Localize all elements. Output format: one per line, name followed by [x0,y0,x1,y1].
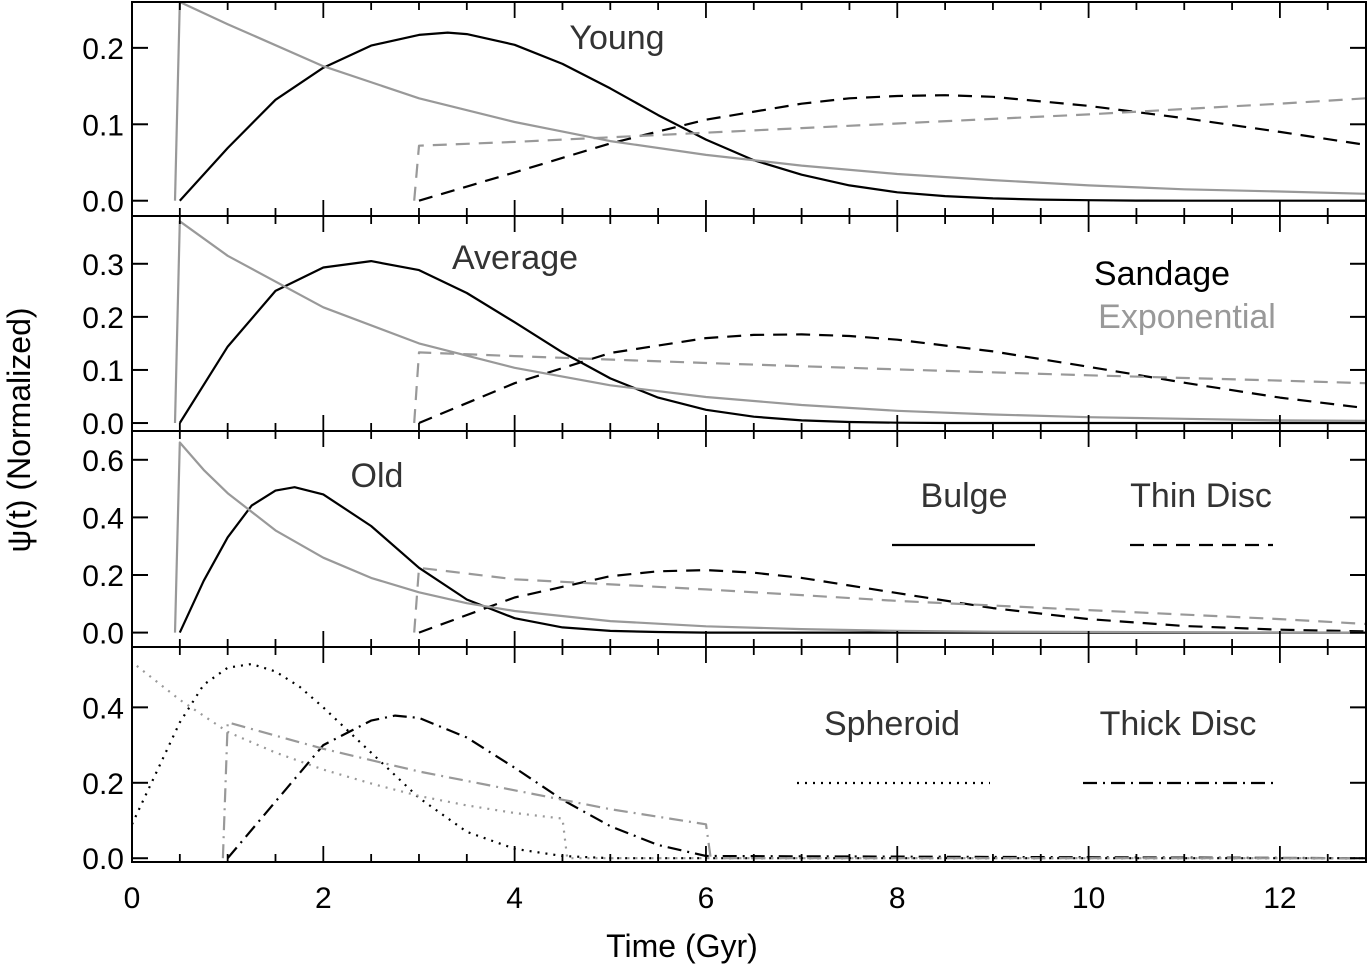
panel-4: 0.0 0.2 0.4 [82,646,1367,876]
series-line-bulge-sandage [178,260,1366,425]
series-line-spheroid-sandage [132,662,1366,860]
y-tick-label: 0.3 [82,249,124,282]
x-tick-label: 8 [889,882,906,915]
y-tick-label: 0.2 [82,33,124,66]
x-tick-label: 10 [1072,882,1105,915]
y-tick-label: 0.2 [82,302,124,335]
series-line-thin-disc-exponential [413,566,1366,633]
legend-sandage: Sandage [1094,255,1230,293]
x-tick-label: 2 [315,882,332,915]
series-line-thin-disc-sandage [418,94,1366,202]
y-tick-label: 0.4 [82,502,124,535]
panel-4-series [132,662,1366,860]
series-line-spheroid-exponential [136,665,1366,860]
legend-thick-disc-label: Thick Disc [1100,705,1257,743]
y-tick-label: 0.1 [82,109,124,142]
panel-2-series [173,220,1366,425]
panel-label-young: Young [569,19,664,57]
series-line-bulge-sandage [178,31,1366,202]
panel-4-frame [131,646,1367,863]
panel-label-old: Old [351,457,404,495]
series-line-bulge-exponential [173,2,1366,201]
y-tick-label: 0.0 [82,186,124,219]
panel-1: 0.0 0.1 0.2 Young [82,1,1367,219]
y-tick-label: 0.0 [82,618,124,651]
y-tick-label: 0.2 [82,768,124,801]
panel-1-series [173,2,1366,202]
y-tick-label: 0.0 [82,408,124,441]
panel-3-series [173,441,1366,634]
y-tick-label: 0.4 [82,692,124,725]
y-tick-label: 0.2 [82,560,124,593]
legend-spheroid-label: Spheroid [824,705,960,743]
x-tick-label: 6 [698,882,715,915]
series-line-thin-disc-sandage [418,569,1366,634]
x-tick-label: 0 [124,882,141,915]
x-tick-label: 12 [1263,882,1296,915]
series-line-bulge-exponential [173,220,1366,424]
legend-bulge-label: Bulge [921,477,1008,515]
series-line-thin-disc-exponential [413,351,1366,424]
series-line-thick-disc-exponential [221,721,1366,860]
y-axis-title: ψ(t) (Normalized) [1,307,37,552]
series-line-thin-disc-sandage [418,333,1366,425]
panel-3: 0.0 0.2 0.4 0.6 Old [82,430,1367,651]
panel-label-average: Average [452,239,578,277]
x-tick-label: 4 [506,882,523,915]
series-line-bulge-sandage [178,486,1366,634]
x-axis-title: Time (Gyr) [606,928,758,964]
series-line-thick-disc-sandage [226,714,1366,860]
x-tick-labels: 0 2 4 6 8 10 12 [124,882,1297,915]
series-line-thin-disc-exponential [413,97,1366,201]
panel-2: 0.0 0.1 0.2 0.3 Average [82,215,1367,441]
y-tick-label: 0.6 [82,445,124,478]
y-tick-label: 0.0 [82,843,124,876]
series-line-bulge-exponential [173,441,1366,634]
y-tick-label: 0.1 [82,355,124,388]
legend-thin-disc-label: Thin Disc [1130,477,1272,515]
legend-exponential: Exponential [1098,298,1276,336]
